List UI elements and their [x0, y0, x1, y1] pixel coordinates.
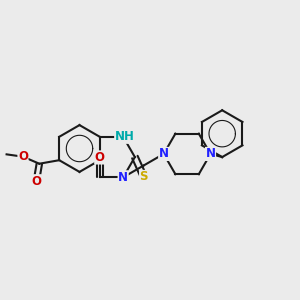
- Text: NH: NH: [115, 130, 135, 143]
- Text: N: N: [206, 147, 215, 161]
- Text: O: O: [18, 150, 28, 163]
- Text: O: O: [95, 151, 105, 164]
- Text: N: N: [159, 147, 169, 161]
- Text: O: O: [31, 175, 41, 188]
- Text: S: S: [140, 170, 148, 184]
- Text: N: N: [118, 171, 128, 184]
